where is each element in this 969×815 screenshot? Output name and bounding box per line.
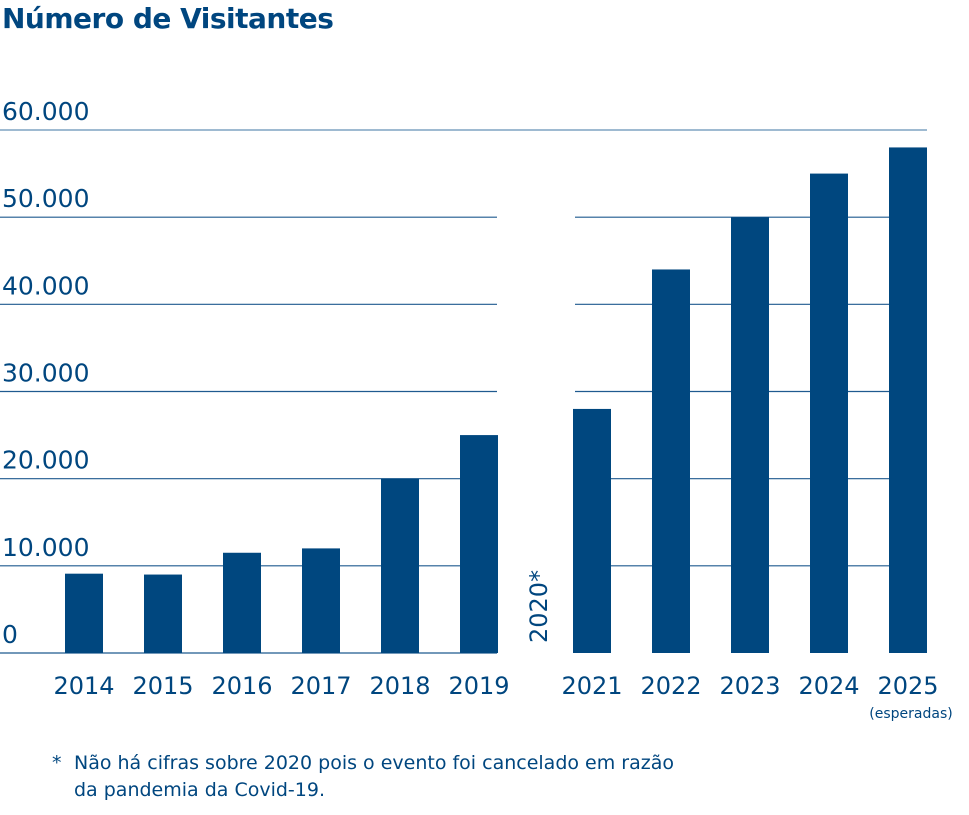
bar [144,574,182,653]
x-tick-label: 2024 [798,672,859,700]
x-tick-label: 2023 [719,672,780,700]
y-tick-label: 10.000 [2,533,89,562]
bar [460,435,498,653]
bar [302,548,340,653]
y-tick-label: 50.000 [2,184,89,213]
x-tick-label: 2022 [640,672,701,700]
footnote: * Não há cifras sobre 2020 pois o evento… [52,750,674,804]
y-tick-label: 60.000 [2,97,89,126]
x-tick-label: 2014 [53,672,114,700]
x-sublabel: (esperadas) [869,706,952,722]
x-tick-label: 2018 [369,672,430,700]
chart-title: Número de Visitantes [2,2,334,35]
y-tick-label: 40.000 [2,271,89,300]
bar [65,573,103,653]
bar [731,217,769,653]
x-tick-label: 2017 [290,672,351,700]
x-tick-label: 2021 [561,672,622,700]
x-tick-label: 2025 [877,672,938,700]
y-tick-label: 0 [2,620,18,649]
x-tick-label: 2016 [211,672,272,700]
bar [573,408,611,653]
footnote-text: Não há cifras sobre 2020 pois o evento f… [74,752,674,801]
y-tick-label: 20.000 [2,446,89,475]
bar [223,552,261,653]
footnote-marker: * [52,752,62,774]
y-tick-label: 30.000 [2,359,89,388]
x-tick-label: 2015 [132,672,193,700]
x-tick-label: 2020* [525,570,553,643]
bar [652,269,690,653]
bar [810,173,848,654]
x-tick-label: 2019 [448,672,509,700]
bar [889,147,927,653]
bar [381,478,419,653]
